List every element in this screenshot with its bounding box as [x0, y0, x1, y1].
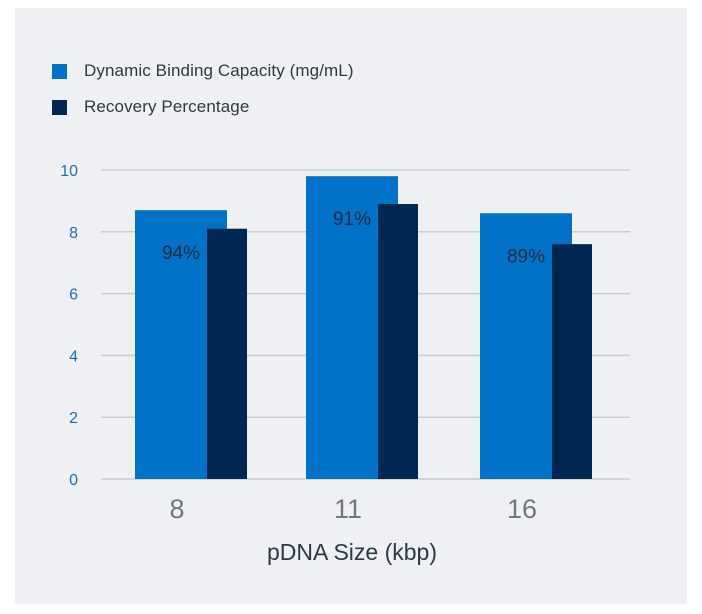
y-tick-label: 4 [69, 348, 78, 365]
y-tick-label: 0 [69, 472, 78, 489]
y-axis-ticks: 0 2 4 6 8 10 [60, 163, 78, 489]
bars [135, 176, 592, 480]
bar-recovery [552, 244, 592, 479]
data-label-recovery-percent: 91% [333, 209, 371, 230]
legend-item-recovery: Recovery Percentage [52, 97, 249, 117]
data-label-recovery-percent: 94% [162, 243, 200, 264]
bar-recovery [378, 203, 418, 480]
y-tick-label: 10 [60, 163, 78, 180]
legend-label-binding-capacity: Dynamic Binding Capacity (mg/mL) [84, 61, 354, 80]
data-label-recovery-percent: 89% [507, 246, 545, 267]
bar-recovery [207, 228, 247, 479]
x-axis-title: pDNA Size (kbp) [267, 539, 437, 565]
legend-swatch-binding-capacity [52, 63, 67, 79]
y-tick-label: 2 [69, 410, 78, 427]
x-axis-categories: 8 11 16 [169, 494, 537, 524]
x-category-label: 11 [334, 494, 362, 524]
y-tick-label: 6 [69, 287, 78, 304]
y-tick-label: 8 [69, 225, 78, 242]
legend-label-recovery: Recovery Percentage [84, 97, 250, 116]
legend-item-binding-capacity: Dynamic Binding Capacity (mg/mL) [52, 61, 354, 81]
x-category-label: 16 [507, 494, 537, 524]
x-category-label: 8 [169, 494, 184, 524]
legend-swatch-recovery [52, 99, 67, 115]
data-labels: 94% 91% 89% [162, 209, 545, 267]
